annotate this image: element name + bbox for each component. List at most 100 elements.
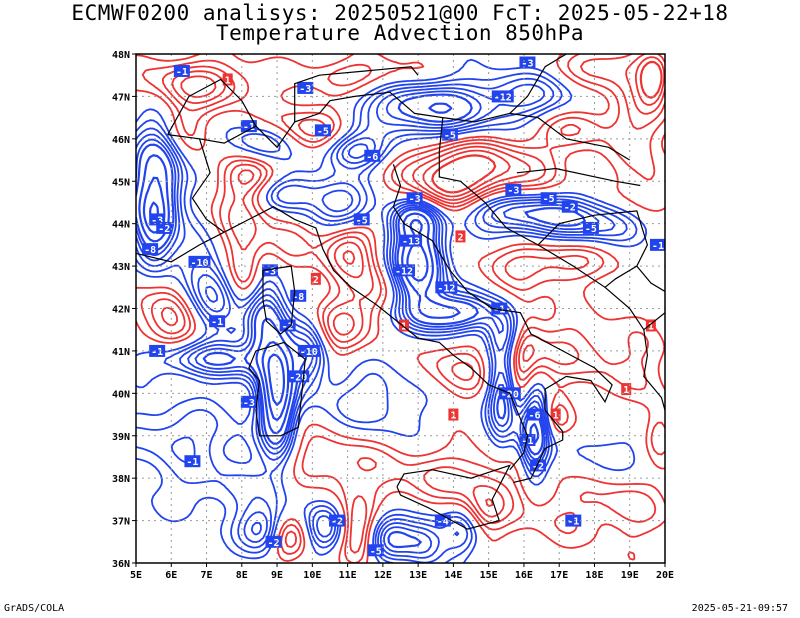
contour-label: -2 — [268, 538, 280, 549]
lat-tick-label: 47N — [112, 92, 130, 103]
software-credit: GrADS/COLA — [4, 603, 65, 614]
lon-tick-label: 7E — [201, 570, 213, 581]
map-title-line2: Temperature Advection 850hPa — [215, 21, 584, 45]
lat-lon-grid — [136, 54, 665, 563]
contour-label-box — [526, 408, 543, 421]
coastline-segment — [392, 164, 613, 483]
contour-label-box — [393, 264, 416, 277]
contour-label-box — [399, 319, 410, 332]
contour-label: -1 — [151, 347, 163, 358]
coastline-segment — [636, 265, 665, 293]
lat-tick-label: 48N — [112, 50, 130, 61]
contour-label-box — [561, 200, 578, 213]
contour-label: -12 — [437, 283, 455, 294]
contour-label-box — [222, 73, 233, 86]
contour-label-box — [297, 344, 320, 357]
contour-label-box — [645, 319, 656, 332]
coastline-segment — [294, 66, 419, 122]
lon-tick-label: 19E — [621, 570, 639, 581]
contour-label-box — [265, 535, 282, 548]
contour-label-box — [435, 281, 458, 294]
contour-label: -2 — [158, 224, 170, 235]
lat-tick-label: 39N — [112, 432, 130, 443]
lon-tick-label: 6E — [165, 570, 177, 581]
contour-label-box — [149, 344, 166, 357]
coastline-segment — [509, 54, 567, 114]
contour-label: -3 — [521, 58, 533, 69]
lon-tick-label: 5E — [130, 570, 142, 581]
contour-label-box — [406, 192, 423, 205]
contour-label: 1 — [553, 411, 559, 422]
contour-label: 2 — [313, 275, 319, 286]
lat-tick-label: 38N — [112, 474, 130, 485]
contour-label: -1 — [652, 241, 664, 252]
lat-tick-label: 44N — [112, 220, 130, 231]
cold-advection-contour — [136, 77, 628, 563]
contour-label: -1 — [521, 436, 533, 447]
contour-label: -1 — [176, 67, 188, 78]
contour-label-box — [188, 255, 211, 268]
contour-label-box — [297, 81, 314, 94]
map-title-line1: ECMWF0200 analisys: 20250521@00 FcT: 202… — [71, 1, 729, 25]
lon-tick-label: 12E — [374, 570, 392, 581]
contour-label: -10 — [300, 347, 318, 358]
contour-label-box — [173, 64, 190, 77]
coastline-segment — [396, 464, 512, 530]
contour-label-box — [310, 272, 321, 285]
contour-label: -20 — [289, 372, 307, 383]
contour-label-box — [142, 243, 159, 256]
lat-tick-label: 41N — [112, 347, 130, 358]
coastline-segment — [167, 78, 257, 135]
contour-label: -2 — [282, 321, 294, 332]
contour-label-box — [621, 383, 632, 396]
contour-label: -5 — [370, 546, 382, 557]
lat-tick-label: 43N — [112, 262, 130, 273]
contour-label-box — [540, 192, 557, 205]
contour-label: -1 — [211, 317, 223, 328]
contour-label-box — [505, 183, 522, 196]
cold-advection-contour — [136, 72, 638, 563]
coastline-segment — [167, 91, 444, 152]
contour-label: -5 — [543, 194, 555, 205]
lon-tick-label: 15E — [480, 570, 498, 581]
contour-label-box — [519, 433, 536, 446]
contour-label: -6 — [366, 152, 378, 163]
contour-label: 2 — [457, 232, 463, 243]
contour-label: 1 — [648, 321, 654, 332]
contour-label: -4 — [437, 517, 449, 528]
render-timestamp: 2025-05-21-09:57 — [691, 603, 788, 614]
contour-label-box — [353, 213, 370, 226]
contour-label-box — [649, 238, 665, 251]
coastline-segment — [537, 210, 649, 288]
coastline-segment — [248, 341, 306, 437]
lon-tick-label: 13E — [409, 570, 427, 581]
contour-label: 1 — [450, 411, 456, 422]
lon-tick-label: 8E — [236, 570, 248, 581]
lon-tick-label: 11E — [339, 570, 357, 581]
coastline-segment — [136, 231, 225, 263]
contour-label: -8 — [144, 245, 156, 256]
contour-label: 1 — [225, 75, 231, 86]
coastline-segment — [438, 151, 665, 411]
contour-label: -12 — [494, 92, 512, 103]
contour-label: -1 — [186, 457, 198, 468]
contour-label-box — [400, 234, 423, 247]
warm-advection-contour — [160, 54, 665, 518]
contour-label: -8 — [292, 292, 304, 303]
lat-tick-label: 46N — [112, 135, 130, 146]
lon-tick-label: 10E — [303, 570, 321, 581]
contour-label-box — [565, 514, 582, 527]
contour-label: -5 — [356, 215, 368, 226]
contour-label-box — [184, 455, 201, 468]
axis-ticks: 5E 6E 7E 8E 9E 10E 11E 12E 13E 14E 15E 16E 17E 18E 19E… — [112, 50, 674, 581]
lon-tick-label: 17E — [550, 570, 568, 581]
contour-label: -12 — [395, 266, 413, 277]
contour-label: -3 — [151, 215, 163, 226]
coastlines-borders — [136, 54, 665, 530]
contour-label-box — [262, 264, 279, 277]
lon-tick-label: 18E — [585, 570, 603, 581]
warm-advection-contour — [431, 60, 663, 194]
contour-label-box — [240, 120, 257, 133]
contour-label: -2 — [564, 203, 576, 214]
